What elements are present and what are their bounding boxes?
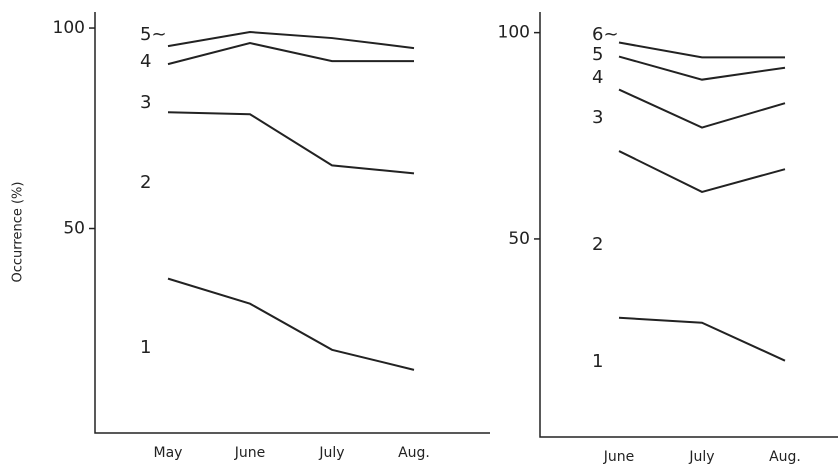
x-tick-label: Aug. [398, 445, 430, 461]
y-tick-label: 50 [63, 219, 85, 239]
line [619, 43, 785, 58]
region-label: 1 [592, 351, 603, 372]
region-label: 3 [592, 107, 603, 128]
x-tick-label: Aug. [769, 449, 801, 465]
line [619, 57, 785, 80]
region-label: 1 [140, 337, 151, 358]
region-label: 2 [592, 234, 603, 255]
region-label: 5 [592, 44, 603, 65]
y-tick-label: 50 [508, 229, 530, 249]
region-label: 3 [140, 92, 151, 113]
axis [95, 12, 490, 433]
y-tick-label: 100 [53, 18, 85, 38]
line [168, 112, 414, 173]
x-tick-label: May [154, 445, 183, 461]
region-label: 6~ [592, 24, 619, 45]
x-tick-label: June [603, 449, 635, 465]
x-tick-label: July [318, 445, 344, 461]
line [619, 151, 785, 192]
line [168, 43, 414, 64]
x-tick-label: July [688, 449, 714, 465]
chart: Occurrence (%) 50 100 May June July Aug. 5~ 4 3 2… [0, 0, 840, 466]
line [619, 90, 785, 128]
line [168, 279, 414, 370]
y-tick-label: 100 [498, 23, 530, 43]
x-tick-label: June [234, 445, 266, 461]
line [619, 318, 785, 361]
region-label: 4 [140, 51, 151, 72]
region-label: 4 [592, 67, 603, 88]
y-axis-label: Occurrence (%) [11, 182, 26, 283]
region-label: 2 [140, 172, 151, 193]
region-label: 5~ [140, 24, 167, 45]
line [168, 32, 414, 48]
